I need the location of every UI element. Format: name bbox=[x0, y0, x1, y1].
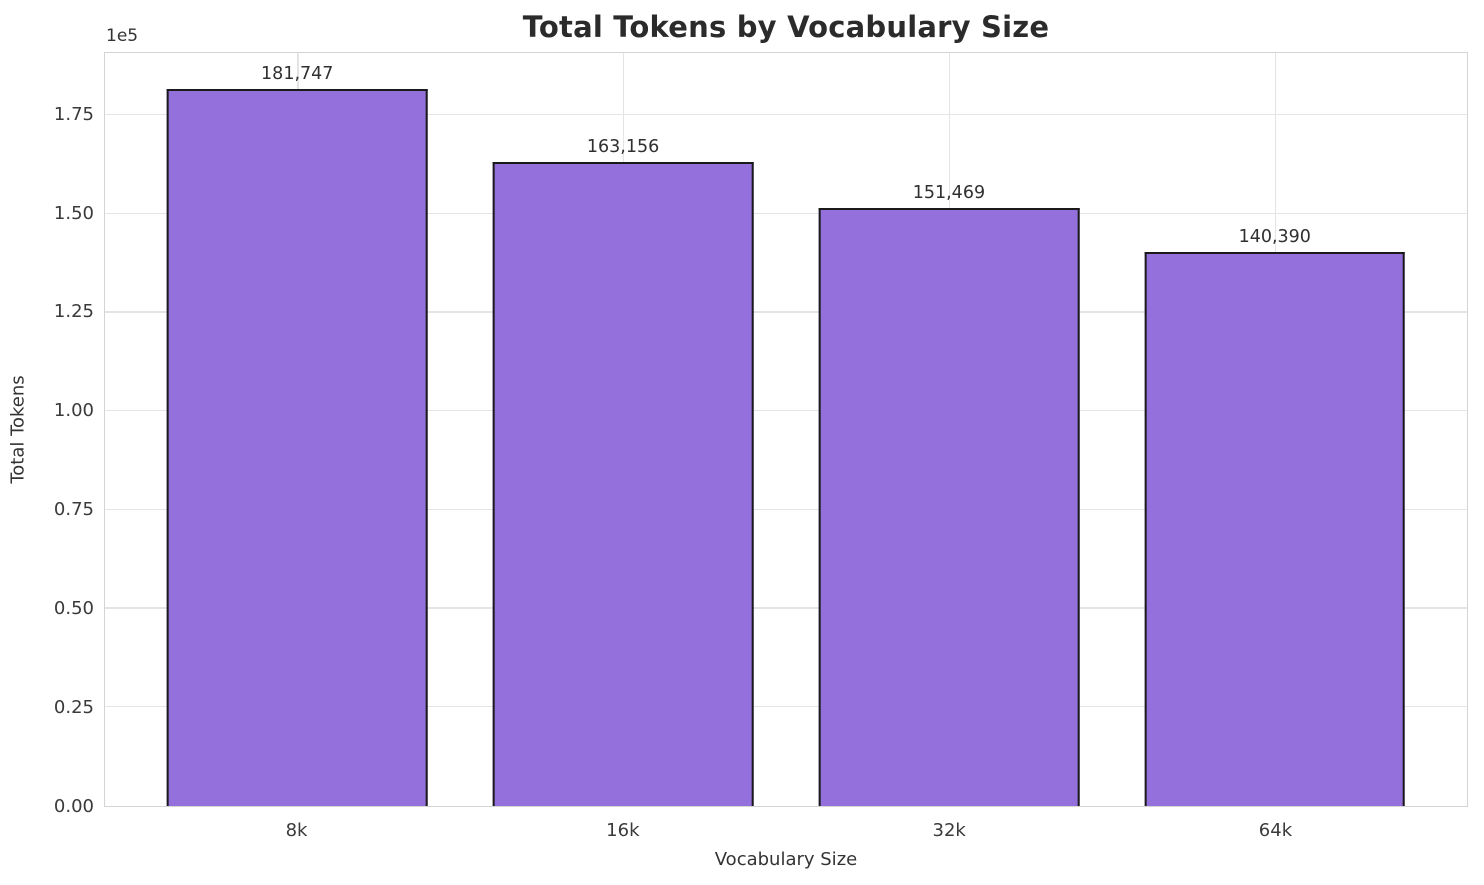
y-tick-label: 0.25 bbox=[53, 697, 94, 719]
x-tick-label: 64k bbox=[1258, 820, 1293, 841]
bar-16k bbox=[492, 162, 754, 806]
bar-8k bbox=[166, 88, 428, 806]
x-tick-label: 32k bbox=[932, 820, 966, 841]
bar-value-label: 140,390 bbox=[1238, 227, 1311, 248]
y-tick-label: 0.50 bbox=[53, 598, 94, 620]
bar-value-label: 151,469 bbox=[912, 183, 986, 204]
h-gridline bbox=[105, 311, 1467, 313]
y-tick-label: 1.75 bbox=[53, 103, 94, 125]
h-gridline bbox=[105, 212, 1467, 215]
bar-value-label: 181,747 bbox=[261, 63, 334, 84]
y-axis-offset-label: 1e5 bbox=[106, 26, 139, 46]
bar-value-label: 163,156 bbox=[586, 137, 660, 158]
y-tick-label: 0.00 bbox=[53, 796, 94, 817]
x-tick-labels: 8k 16k 32k 64k bbox=[104, 820, 1468, 844]
h-gridline bbox=[105, 705, 1467, 708]
y-tick-label: 1.50 bbox=[53, 202, 94, 224]
plot-area: 181,747 163,156 151,469 140,390 bbox=[104, 52, 1468, 807]
x-axis-label: Vocabulary Size bbox=[714, 849, 858, 870]
h-gridline bbox=[105, 114, 1467, 116]
h-gridline bbox=[105, 410, 1467, 412]
h-gridline bbox=[105, 607, 1467, 609]
x-tick-label: 8k bbox=[285, 820, 308, 841]
chart-title: Total Tokens by Vocabulary Size bbox=[522, 10, 1050, 44]
y-tick-label: 1.00 bbox=[53, 400, 94, 422]
y-tick-label: 0.75 bbox=[53, 499, 94, 521]
bar-64k bbox=[1144, 252, 1406, 806]
y-tick-label: 1.25 bbox=[53, 301, 94, 323]
h-gridline bbox=[105, 508, 1467, 511]
y-tick-labels: 0.00 0.25 0.50 0.75 1.00 1.25 1.50 1.75 bbox=[0, 52, 94, 815]
bar-32k bbox=[818, 208, 1080, 806]
x-tick-label: 16k bbox=[606, 820, 640, 841]
